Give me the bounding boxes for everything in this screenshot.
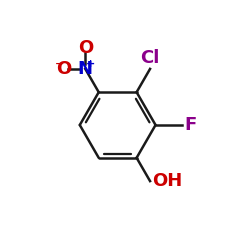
- Text: −: −: [55, 59, 64, 69]
- Text: O: O: [78, 39, 93, 57]
- Text: F: F: [184, 116, 197, 134]
- Text: N: N: [78, 60, 93, 78]
- Text: +: +: [86, 59, 95, 69]
- Text: O: O: [56, 60, 72, 78]
- Text: Cl: Cl: [140, 49, 160, 67]
- Text: OH: OH: [152, 172, 182, 190]
